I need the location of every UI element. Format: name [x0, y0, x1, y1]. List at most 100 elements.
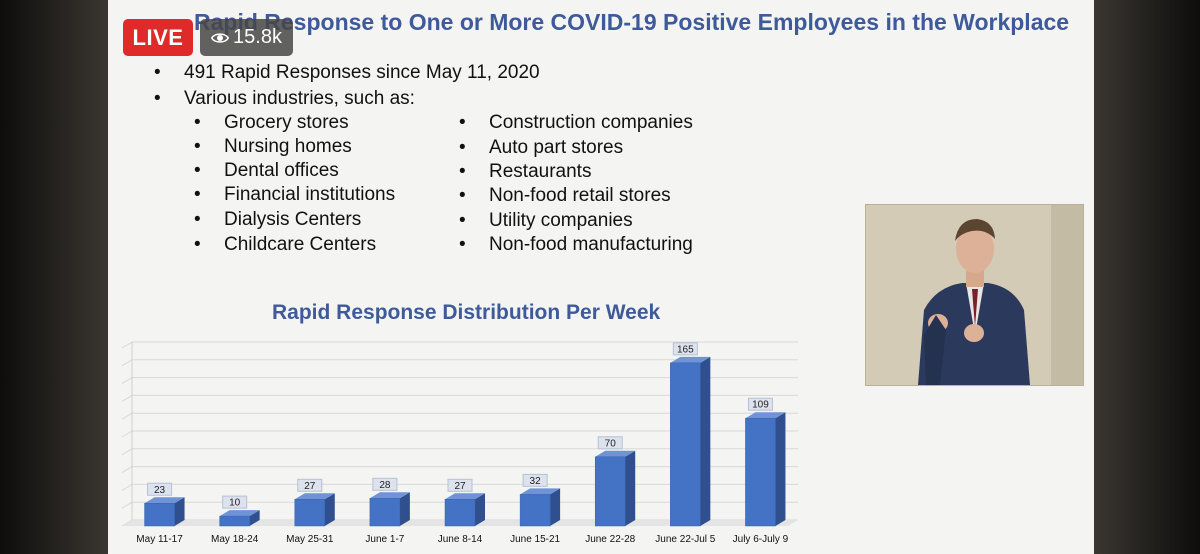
- gridline: [121, 430, 133, 438]
- left-background: [0, 0, 108, 554]
- bar: [444, 493, 485, 527]
- bar: [594, 450, 636, 527]
- bar-front: [519, 494, 551, 527]
- x-tick-label: June 1-7: [365, 534, 404, 545]
- bar: [219, 510, 260, 527]
- gridline: [121, 412, 133, 420]
- industry-item: • Restaurants: [459, 161, 592, 182]
- data-label: 27: [297, 478, 323, 492]
- bar-front: [294, 499, 326, 527]
- bar-side: [550, 488, 561, 526]
- viewer-count-badge: 15.8k: [200, 19, 293, 56]
- data-label: 70: [597, 436, 623, 450]
- bar-front: [369, 498, 401, 527]
- industry-item: • Utility companies: [459, 210, 633, 231]
- bar-front: [745, 417, 776, 527]
- industry-label: Childcare Centers: [224, 234, 377, 255]
- data-label-text: 27: [304, 481, 316, 492]
- data-label-box: [672, 342, 698, 356]
- bar: [144, 497, 185, 527]
- bar: [745, 412, 786, 527]
- data-label-box: [447, 478, 473, 492]
- bar-front: [594, 456, 626, 527]
- gridline: [121, 501, 133, 509]
- data-label-box: [522, 473, 548, 487]
- industry-label: Construction companies: [489, 112, 693, 133]
- interpreter-figure: [866, 205, 1083, 385]
- x-tick-label: June 22-28: [585, 534, 635, 545]
- gridline: [121, 377, 133, 385]
- bullet-item: • Various industries, such as:: [154, 88, 415, 109]
- bar-top: [144, 497, 185, 504]
- bar: [519, 488, 561, 527]
- live-badge: LIVE: [123, 19, 193, 56]
- industry-label: Dental offices: [224, 160, 339, 181]
- data-label: 109: [747, 397, 773, 411]
- gridline: [121, 359, 133, 367]
- industry-item: • Dental offices: [194, 160, 339, 181]
- industry-item: • Auto part stores: [459, 137, 624, 158]
- x-tick-label: May 11-17: [136, 534, 183, 545]
- bar-side: [399, 492, 410, 526]
- industry-label: Non-food manufacturing: [489, 234, 693, 255]
- bar: [369, 492, 410, 527]
- gridline: [121, 466, 133, 474]
- gridline: [121, 341, 133, 349]
- industry-item: • Dialysis Centers: [194, 209, 362, 230]
- bar-top: [745, 412, 786, 419]
- data-label: 28: [372, 477, 398, 491]
- industry-label: Grocery stores: [224, 112, 349, 133]
- data-label: 165: [672, 342, 698, 356]
- data-label-text: 32: [530, 476, 542, 487]
- bar-front: [670, 362, 701, 527]
- industry-item: • Non-food manufacturing: [459, 234, 693, 255]
- x-tick-label: June 15-21: [510, 534, 560, 545]
- bar-top: [294, 493, 335, 500]
- gridline: [121, 394, 133, 402]
- bar-front: [144, 503, 175, 527]
- chart-title: Rapid Response Distribution Per Week: [272, 301, 661, 324]
- data-label-box: [222, 495, 248, 509]
- industry-item: • Grocery stores: [194, 112, 349, 133]
- bar: [670, 356, 711, 527]
- industry-label: Restaurants: [489, 161, 592, 182]
- industry-label: Utility companies: [489, 210, 633, 231]
- industry-label: Auto part stores: [489, 137, 624, 158]
- data-label: 23: [147, 482, 173, 496]
- data-label: 10: [222, 495, 248, 509]
- x-tick-label: June 8-14: [438, 534, 483, 545]
- industry-label: Financial institutions: [224, 184, 396, 205]
- bar-chart: 23 May 11-17 10 May 18-24 27 May 25-31 28 June …: [121, 341, 798, 545]
- data-label-text: 165: [677, 344, 694, 355]
- slide-title: Rapid Response to One or More COVID-19 P…: [194, 9, 1070, 35]
- data-label-box: [297, 478, 323, 492]
- data-label-text: 23: [154, 485, 166, 496]
- industry-item: • Construction companies: [459, 112, 693, 133]
- x-tick-label: May 18-24: [211, 534, 259, 545]
- viewer-count: 15.8k: [233, 26, 282, 48]
- data-label: 32: [522, 473, 548, 487]
- bar-front: [219, 515, 250, 527]
- bar-top: [520, 488, 561, 495]
- bar-side: [700, 356, 711, 526]
- eye-icon: [211, 32, 230, 43]
- data-label-box: [597, 436, 623, 450]
- data-label-box: [372, 477, 398, 491]
- gridline: [121, 483, 133, 491]
- bar-top: [670, 356, 711, 363]
- sign-language-interpreter-video: [865, 204, 1084, 386]
- data-label-box: [747, 397, 773, 411]
- data-label-text: 70: [605, 438, 617, 449]
- bullet-item: • 491 Rapid Responses since May 11, 2020: [154, 62, 540, 83]
- bar-side: [324, 493, 335, 526]
- industry-item: • Non-food retail stores: [459, 185, 671, 206]
- bar-side: [625, 450, 636, 526]
- industry-item: • Nursing homes: [194, 136, 352, 157]
- bar-front: [444, 499, 476, 527]
- right-background: [1094, 0, 1200, 554]
- gridline: [121, 448, 133, 456]
- industry-item: • Childcare Centers: [194, 234, 377, 255]
- bar-top: [219, 510, 260, 517]
- bar-top: [445, 493, 485, 500]
- data-label: 27: [447, 478, 473, 492]
